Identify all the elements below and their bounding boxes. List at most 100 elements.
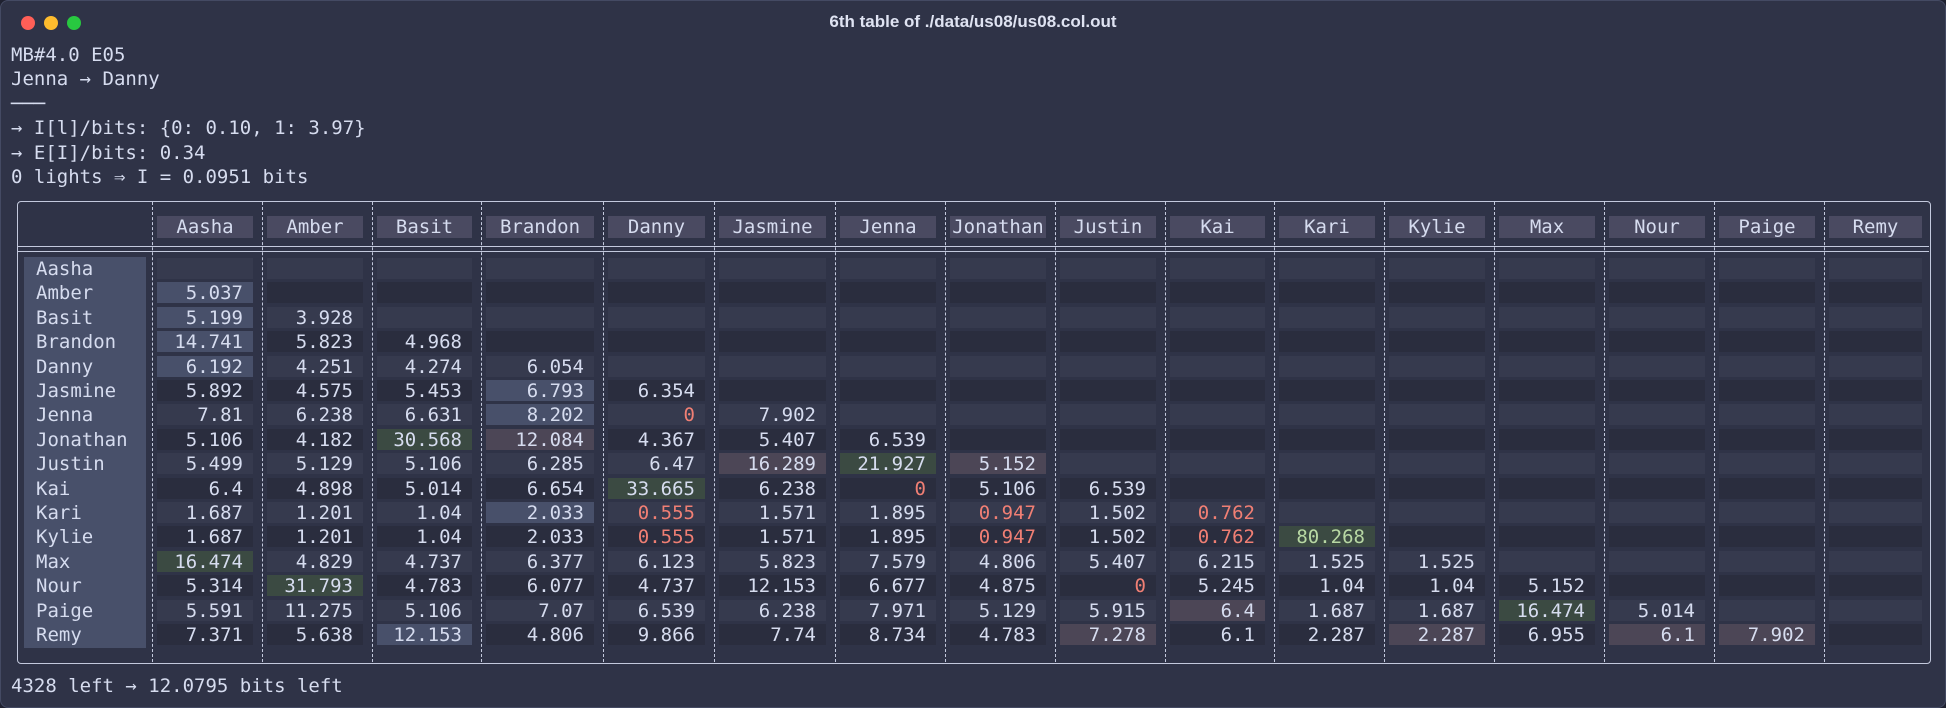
info-line: MB#4.0 E05 (11, 44, 126, 66)
column-header: Jasmine (719, 216, 826, 238)
table-cell (377, 258, 472, 279)
table-cell: 7.902 (719, 404, 826, 426)
table-cell (1719, 575, 1815, 597)
table-cell (719, 282, 826, 304)
table-cell (1829, 599, 1922, 621)
table-cell: 16.289 (719, 453, 826, 475)
table-cell (1719, 380, 1815, 401)
table-cell (1829, 502, 1922, 523)
table-cell (1719, 355, 1815, 377)
table-cell: 8.734 (840, 624, 936, 646)
table-cell (1279, 380, 1375, 401)
table-cell: 1.895 (840, 526, 936, 548)
table-cell: 5.892 (157, 380, 253, 402)
table-cell: 6.377 (486, 550, 594, 573)
table-cell (1389, 477, 1485, 499)
table-cell: 6.793 (486, 380, 594, 402)
table-cell: 6.4 (157, 477, 253, 500)
header-separator (18, 246, 1929, 247)
column-separator (1055, 202, 1056, 662)
table-cell (1609, 575, 1705, 597)
table-cell: 1.895 (840, 502, 936, 524)
header-separator (18, 251, 1929, 252)
table-cell: 4.737 (377, 550, 472, 573)
row-label: Kari (36, 502, 82, 524)
close-button[interactable] (21, 16, 35, 30)
column-separator (262, 202, 263, 662)
table-cell: 1.04 (1389, 575, 1485, 597)
column-header: Jenna (840, 216, 936, 238)
table-cell (719, 331, 826, 353)
table-cell (1609, 306, 1705, 328)
table-cell (1499, 258, 1595, 279)
row-label: Amber (36, 282, 94, 305)
table-cell: 5.129 (267, 453, 363, 475)
table-cell (1389, 331, 1485, 353)
row-label: Basit (36, 306, 94, 329)
table-cell: 5.037 (157, 282, 253, 304)
table-cell (608, 355, 705, 377)
table-cell (1279, 282, 1375, 304)
column-separator (372, 202, 373, 662)
table-cell (1609, 502, 1705, 523)
table-cell: 1.687 (157, 526, 253, 548)
row-label: Brandon (36, 331, 117, 354)
table-cell: 1.687 (1389, 599, 1485, 622)
table-cell (1170, 453, 1265, 475)
table-cell (1389, 282, 1485, 304)
table-cell: 21.927 (840, 453, 936, 475)
table-cell: 5.106 (377, 453, 472, 475)
table-cell (1829, 258, 1922, 279)
table-cell (1499, 306, 1595, 328)
table-cell (1499, 453, 1595, 475)
table-cell (1389, 404, 1485, 426)
table-cell: 6.238 (719, 599, 826, 622)
table-cell (840, 258, 936, 279)
table-cell: 7.81 (157, 404, 253, 426)
minimize-button[interactable] (44, 16, 58, 30)
table-cell (486, 282, 594, 304)
info-line: ─── (11, 92, 46, 115)
table-cell (1170, 380, 1265, 401)
table-cell (267, 282, 363, 304)
table-cell: 1.502 (1060, 502, 1156, 524)
column-header: Kylie (1389, 216, 1485, 238)
table-cell (840, 404, 936, 426)
info-block: MB#4.0 E05 Jenna → Danny ─── → I[l]/bits: {… (11, 43, 366, 189)
column-separator (1494, 202, 1495, 662)
table-cell: 4.898 (267, 477, 363, 500)
table-cell (1499, 404, 1595, 426)
table-cell (1829, 306, 1922, 328)
table-cell (1719, 404, 1815, 426)
table-cell (1829, 624, 1922, 645)
table-cell: 6.539 (1060, 477, 1156, 500)
column-header: Aasha (157, 216, 253, 238)
table-cell: 5.407 (1060, 550, 1156, 573)
row-label: Remy (36, 624, 82, 646)
table-cell: 2.033 (486, 526, 594, 548)
table-cell: 4.783 (950, 624, 1046, 646)
column-separator (152, 202, 153, 662)
table-cell (950, 428, 1046, 450)
table-cell (1499, 477, 1595, 499)
table-cell (1389, 258, 1485, 279)
row-label: Paige (36, 599, 94, 622)
table-cell (1060, 453, 1156, 475)
table-cell: 5.106 (377, 599, 472, 622)
maximize-button[interactable] (67, 16, 81, 30)
table-cell: 6.4 (1170, 599, 1265, 622)
table-cell (1499, 355, 1595, 377)
table-cell: 33.665 (608, 477, 705, 500)
table-cell (950, 355, 1046, 377)
table-cell: 11.275 (267, 599, 363, 622)
table-cell (1279, 355, 1375, 377)
column-header: Kai (1170, 216, 1265, 238)
table-cell: 4.968 (377, 331, 472, 353)
table-cell: 6.631 (377, 404, 472, 426)
table-cell (1719, 550, 1815, 572)
table-cell: 1.201 (267, 502, 363, 524)
table-cell: 1.525 (1389, 550, 1485, 573)
table-cell: 31.793 (267, 575, 363, 597)
table-cell (1829, 575, 1922, 597)
column-separator (1165, 202, 1166, 662)
